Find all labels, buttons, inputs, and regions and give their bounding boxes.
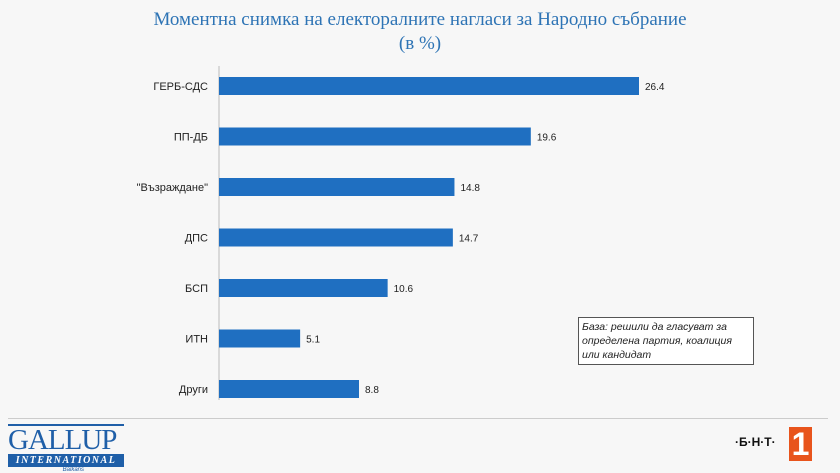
category-label: ДПС <box>185 233 208 245</box>
bnt1-logo: 1 <box>789 427 812 461</box>
category-label: ГЕРБ-СДС <box>153 81 208 93</box>
chart-title: Моментна снимка на електоралните нагласи… <box>0 8 840 56</box>
bar <box>219 329 301 348</box>
bar <box>219 228 453 247</box>
data-label: 8.8 <box>365 385 379 396</box>
category-label: БСП <box>185 283 208 295</box>
gallup-logo: GALLUP INTERNATIONAL Balkans <box>8 424 124 473</box>
subtitle-text: (в %) <box>398 33 442 54</box>
data-label: 14.7 <box>459 234 479 245</box>
data-label: 5.1 <box>306 335 320 346</box>
bar <box>219 77 639 95</box>
bar <box>219 279 388 297</box>
category-label: ИТН <box>185 334 208 346</box>
data-label: 14.8 <box>460 183 480 194</box>
base-note: База: решили да гласуват за определена п… <box>578 317 754 365</box>
footer-divider <box>8 418 828 419</box>
data-label: 10.6 <box>394 284 414 295</box>
title-text: Моментна снимка на електоралните нагласи… <box>153 9 687 30</box>
bar <box>219 178 455 196</box>
category-label: "Възраждане" <box>137 182 208 194</box>
data-label: 19.6 <box>537 133 557 144</box>
data-label: 26.4 <box>645 82 665 93</box>
category-label: Други <box>179 384 208 396</box>
category-label: ПП-ДБ <box>174 132 208 144</box>
bar <box>219 127 531 146</box>
bnt-logo-text: ·Б·Н·Т· <box>735 435 776 449</box>
bar <box>219 380 359 398</box>
